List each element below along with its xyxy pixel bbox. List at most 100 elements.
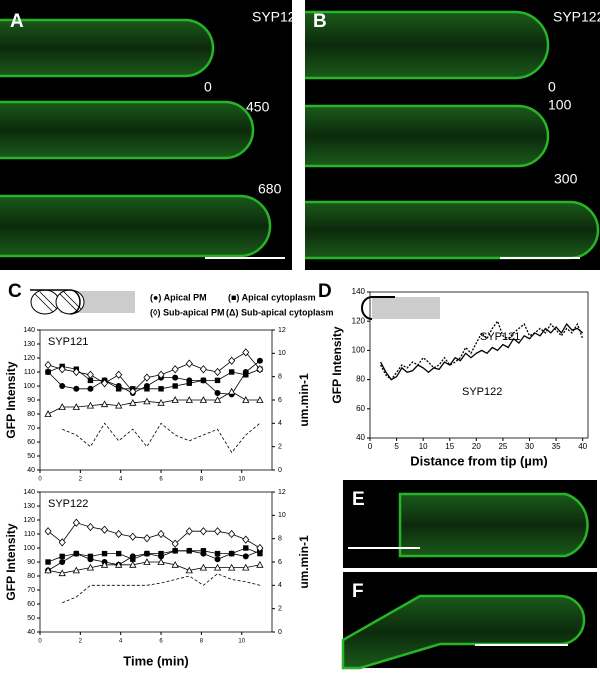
marker bbox=[58, 365, 66, 374]
y-tick-label: 40 bbox=[27, 467, 35, 474]
marker bbox=[185, 566, 193, 574]
x-tick-label: 0 bbox=[368, 442, 373, 451]
marker bbox=[59, 559, 66, 566]
marker bbox=[157, 398, 165, 406]
time-label: 680 bbox=[258, 181, 282, 197]
y-tick-label: 60 bbox=[27, 439, 35, 446]
y-tick-label: 100 bbox=[352, 346, 366, 355]
marker bbox=[199, 365, 207, 374]
y2-tick-label: 12 bbox=[278, 489, 286, 496]
marker bbox=[59, 382, 66, 389]
panel-letter: F bbox=[352, 581, 364, 602]
panel-title: SYP122 bbox=[553, 9, 600, 25]
marker bbox=[129, 398, 137, 406]
x-tick-label: 6 bbox=[159, 639, 163, 645]
legend-entry: (◊) Sub-apical PM bbox=[150, 307, 224, 317]
marker bbox=[73, 550, 80, 557]
x-tick-label: 8 bbox=[200, 639, 204, 645]
y-tick-label: 70 bbox=[27, 425, 35, 432]
y-tick-label: 140 bbox=[352, 287, 366, 296]
marker bbox=[129, 560, 137, 568]
marker bbox=[101, 550, 108, 557]
marker bbox=[256, 396, 264, 403]
marker bbox=[213, 563, 222, 571]
series-line bbox=[47, 360, 261, 395]
marker bbox=[185, 359, 193, 368]
x-tick-label: 4 bbox=[119, 477, 123, 483]
plot-frame bbox=[369, 291, 589, 439]
marker bbox=[44, 527, 52, 536]
pollen-tubes bbox=[305, 10, 600, 260]
x-tick-label: 10 bbox=[419, 442, 428, 451]
marker bbox=[214, 527, 222, 536]
x-tick-label: 5 bbox=[394, 442, 399, 451]
y2-tick-label: 4 bbox=[278, 420, 282, 427]
series-label: SYP121 bbox=[480, 331, 520, 343]
marker bbox=[59, 553, 65, 560]
marker bbox=[144, 550, 150, 557]
series-label: SYP122 bbox=[462, 386, 502, 398]
x-axis-label: Time (min) bbox=[123, 653, 189, 668]
marker bbox=[242, 553, 249, 560]
x-tick-label: 6 bbox=[159, 477, 163, 483]
marker bbox=[115, 560, 123, 568]
chart-title: SYP121 bbox=[48, 336, 88, 348]
legend-entry: (■) Apical cytoplasm bbox=[228, 292, 316, 302]
marker bbox=[214, 556, 221, 563]
y2-tick-label: 10 bbox=[278, 512, 286, 519]
y2-tick-label: 6 bbox=[278, 559, 282, 566]
legend-entry: (●) Apical PM bbox=[150, 292, 207, 302]
y-tick-label: 60 bbox=[356, 404, 365, 413]
marker bbox=[157, 558, 165, 565]
y-axis-label: GFP Intensity bbox=[4, 523, 18, 600]
marker bbox=[72, 566, 80, 574]
y2-tick-label: 10 bbox=[278, 350, 286, 357]
marker bbox=[87, 385, 94, 392]
marker bbox=[256, 365, 264, 374]
marker bbox=[256, 357, 263, 364]
region-icon bbox=[361, 296, 440, 320]
legend-entry: (Δ) Sub-apical cytoplasm bbox=[226, 307, 334, 317]
marker bbox=[72, 518, 80, 527]
series-line bbox=[47, 522, 261, 549]
series-line bbox=[62, 573, 260, 604]
y-tick-label: 80 bbox=[356, 375, 365, 384]
y2-tick-label: 2 bbox=[278, 606, 282, 613]
y-tick-label: 70 bbox=[27, 587, 35, 594]
marker bbox=[228, 369, 235, 375]
marker bbox=[228, 529, 236, 539]
marker bbox=[144, 386, 150, 392]
marker bbox=[243, 372, 249, 378]
x-tick-label: 15 bbox=[445, 442, 454, 451]
marker bbox=[115, 550, 122, 557]
series-line bbox=[380, 319, 584, 381]
panel-letter: D bbox=[318, 281, 332, 302]
marker bbox=[172, 383, 178, 389]
plot-frame bbox=[39, 329, 273, 471]
marker bbox=[172, 548, 178, 554]
y-tick-label: 110 bbox=[24, 369, 35, 376]
marker bbox=[199, 563, 208, 571]
y2-tick-label: 4 bbox=[278, 582, 282, 589]
x-tick-label: 10 bbox=[238, 477, 245, 483]
marker bbox=[143, 534, 151, 543]
panel-letter: E bbox=[352, 489, 365, 510]
y2-axis-label: um.min-1 bbox=[297, 535, 311, 589]
marker bbox=[44, 410, 52, 417]
marker bbox=[101, 525, 109, 534]
marker bbox=[200, 377, 207, 384]
time-label: 300 bbox=[554, 171, 578, 187]
y2-tick-label: 6 bbox=[278, 397, 282, 404]
series-line bbox=[47, 365, 261, 390]
marker bbox=[129, 387, 137, 396]
x-tick-label: 40 bbox=[578, 442, 587, 451]
y-tick-label: 90 bbox=[27, 559, 35, 566]
chart-title: SYP122 bbox=[48, 498, 88, 510]
marker bbox=[185, 396, 193, 403]
marker bbox=[228, 356, 236, 365]
marker bbox=[242, 535, 250, 544]
marker bbox=[214, 550, 221, 557]
panel-title: SYP121 bbox=[252, 9, 304, 25]
y2-tick-label: 0 bbox=[278, 467, 282, 474]
marker bbox=[101, 379, 109, 388]
